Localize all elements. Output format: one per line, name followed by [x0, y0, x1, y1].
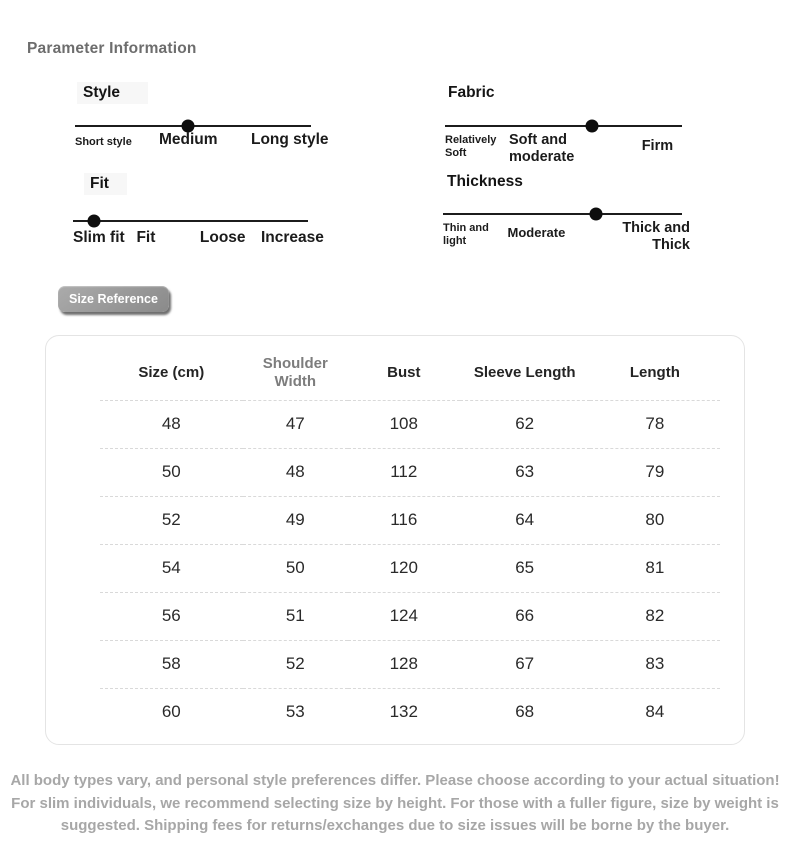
scale-label: Moderate	[507, 225, 566, 240]
scale-label: Medium	[158, 131, 218, 148]
table-cell: 67	[459, 640, 590, 689]
table-cell: 56	[100, 592, 243, 641]
table-row: 52 49 116 64 80	[100, 496, 720, 545]
size-reference-badge: Size Reference	[58, 286, 169, 312]
param-style-title-text: Style	[77, 82, 149, 104]
thickness-slider-track	[443, 207, 682, 221]
style-slider-track	[75, 119, 311, 133]
table-cell: 64	[459, 496, 590, 545]
table-cell: 128	[347, 640, 460, 689]
table-cell: 68	[515, 702, 535, 722]
style-slider-dot	[181, 119, 195, 133]
column-header: Shoulder Width	[242, 346, 348, 401]
table-cell: 82	[589, 592, 720, 641]
table-row: 48 47 108 62 78	[100, 400, 720, 449]
scale-label: Thick and Thick	[622, 220, 690, 254]
thickness-scale-labels: Thin and light Moderate Thick and Thick	[443, 215, 690, 261]
size-table-head-row: Size (cm) Shoulder Width Bust Sleeve Length…	[100, 346, 720, 401]
scale-label: Fit	[136, 229, 156, 246]
fabric-slider-dot	[585, 119, 599, 133]
column-header: Length	[589, 346, 720, 401]
param-fabric-title-text: Fabric	[448, 84, 495, 101]
table-cell: 50	[242, 544, 348, 593]
table-cell: 50	[100, 448, 243, 497]
scale-label: Slim fit	[73, 229, 125, 246]
param-thickness-title-text: Thickness	[447, 173, 523, 190]
column-header: Sleeve Length	[459, 346, 590, 401]
scale-label: Long style	[250, 131, 329, 148]
fit-slider-track	[73, 214, 308, 228]
table-cell: 47	[242, 400, 348, 449]
table-cell: 116	[347, 496, 460, 545]
table-cell: 60	[161, 702, 181, 722]
table-cell: 53	[285, 702, 305, 722]
param-fit-title: Fit	[84, 173, 308, 195]
table-cell: 49	[242, 496, 348, 545]
table-cell: 80	[589, 496, 720, 545]
scale-label: Loose	[199, 229, 246, 246]
scale-label: Thin and light	[443, 222, 489, 248]
table-row: 56 51 124 66 82	[100, 592, 720, 641]
table-row: 58 52 128 67 83	[100, 640, 720, 689]
column-header: Bust	[347, 346, 460, 401]
size-table-body: 48 47 108 62 78 50 48 112 63 79 52 49 116 64 80 54 50 120…	[100, 400, 720, 736]
table-cell: 108	[347, 400, 460, 449]
table-cell: 54	[100, 544, 243, 593]
table-cell: 52	[242, 640, 348, 689]
table-cell: 51	[242, 592, 348, 641]
fit-slider-dot	[87, 214, 101, 228]
scale-label: Increase	[261, 229, 324, 246]
table-cell: 78	[589, 400, 720, 449]
disclaimer-text: All body types vary, and personal style …	[10, 772, 780, 834]
scale-label: Firm	[641, 138, 674, 154]
table-cell: 58	[100, 640, 243, 689]
param-style-title: Style	[77, 82, 311, 104]
param-fit-title-text: Fit	[84, 173, 127, 195]
param-fabric-title: Fabric	[448, 84, 682, 102]
fabric-scale-labels: Relatively Soft Soft and moderate Firm	[445, 127, 682, 173]
param-thickness-title: Thickness	[447, 173, 682, 191]
table-cell: 52	[100, 496, 243, 545]
thickness-slider-dot	[589, 207, 603, 221]
scale-label: Relatively Soft	[445, 134, 497, 160]
table-row: 54 50 120 65 81	[100, 544, 720, 593]
table-cell: 124	[347, 592, 460, 641]
table-cell: 120	[347, 544, 460, 593]
param-thickness: Thickness Thin and light Moderate Thick …	[443, 173, 690, 261]
table-cell: 62	[459, 400, 590, 449]
fit-scale-labels: Slim fit Fit Loose Increase	[73, 222, 324, 268]
column-header: Size (cm)	[100, 346, 243, 401]
fabric-slider-track	[445, 119, 682, 133]
table-cell: 84	[645, 702, 665, 722]
table-cell: 132	[389, 702, 418, 722]
table-cell: 81	[589, 544, 720, 593]
style-scale-labels: Short style Medium Long style	[75, 127, 329, 173]
table-cell: 83	[589, 640, 720, 689]
table-cell: 112	[347, 448, 460, 497]
table-row: 50 48 112 63 79	[100, 448, 720, 497]
table-row: 60 53 132 68 84	[100, 688, 720, 736]
table-cell: 65	[459, 544, 590, 593]
scale-label: Soft and moderate	[508, 132, 575, 166]
page-title: Parameter Information	[27, 40, 197, 57]
scale-label: Short style	[75, 136, 132, 148]
param-fit: Fit Slim fit Fit Loose Increase	[73, 173, 324, 268]
table-cell: 48	[100, 400, 243, 449]
param-fabric: Fabric Relatively Soft Soft and moderate…	[445, 84, 682, 173]
table-cell: 66	[459, 592, 590, 641]
size-table: Size (cm) Shoulder Width Bust Sleeve Length…	[45, 335, 745, 745]
table-cell: 63	[459, 448, 590, 497]
param-style: Style Short style Medium Long style	[75, 82, 329, 173]
table-cell: 79	[589, 448, 720, 497]
table-cell: 48	[242, 448, 348, 497]
